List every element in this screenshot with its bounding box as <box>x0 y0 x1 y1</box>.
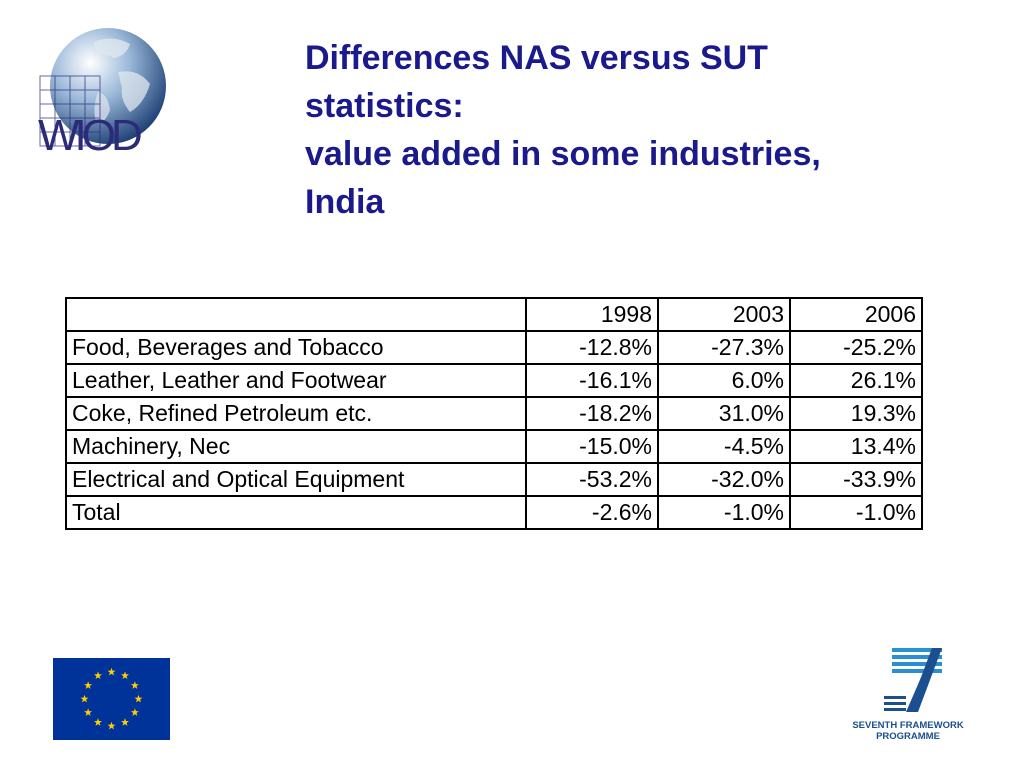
title-line-4: India <box>305 183 385 221</box>
industry-label: Coke, Refined Petroleum etc. <box>65 396 527 431</box>
table-row: Electrical and Optical Equipment -53.2% … <box>65 462 923 497</box>
page-title: Differences NAS versus SUT statistics: v… <box>305 34 945 226</box>
table-header-cell: 2006 <box>789 297 923 332</box>
industry-label: Total <box>65 495 527 530</box>
eu-star-icon <box>121 718 129 726</box>
table-row: Total -2.6% -1.0% -1.0% <box>65 495 923 530</box>
eu-star-icon <box>80 694 89 703</box>
table-cell: -32.0% <box>657 462 791 497</box>
table-header-cell: 2003 <box>657 297 791 332</box>
eu-star-icon <box>121 671 129 680</box>
table-row: Machinery, Nec -15.0% -4.5% 13.4% <box>65 429 923 464</box>
table-cell: 6.0% <box>657 363 791 398</box>
fp7-line-2: PROGRAMME <box>876 731 940 742</box>
industry-label: Leather, Leather and Footwear <box>65 363 527 398</box>
table-header-cell <box>65 297 527 332</box>
globe-icon: WIOD <box>38 28 166 160</box>
table-cell: -16.1% <box>525 363 659 398</box>
table-cell: -53.2% <box>525 462 659 497</box>
table-cell: -15.0% <box>525 429 659 464</box>
title-line-3: value added in some industries, <box>305 135 821 173</box>
fp7-logo: SEVENTH FRAMEWORK PROGRAMME <box>846 646 970 746</box>
table-header-row: 1998 2003 2006 <box>65 297 923 332</box>
fp7-logo-icon <box>884 648 942 712</box>
eu-star-icon <box>107 721 116 730</box>
table-cell: -18.2% <box>525 396 659 431</box>
title-line-1: Differences NAS versus SUT <box>305 39 768 77</box>
table-cell: -1.0% <box>789 495 923 530</box>
eu-star-icon <box>130 708 139 716</box>
industry-label: Electrical and Optical Equipment <box>65 462 527 497</box>
eu-star-icon <box>94 671 102 680</box>
table-row: Food, Beverages and Tobacco -12.8% -27.3… <box>65 330 923 365</box>
table-cell: -27.3% <box>657 330 791 365</box>
eu-star-icon <box>84 708 93 716</box>
table-cell: -33.9% <box>789 462 923 497</box>
table-cell: -1.0% <box>657 495 791 530</box>
industry-label: Machinery, Nec <box>65 429 527 464</box>
wiod-logo: WIOD <box>34 22 170 160</box>
fp7-line-1: SEVENTH FRAMEWORK <box>852 720 964 731</box>
industry-label: Food, Beverages and Tobacco <box>65 330 527 365</box>
table-cell: 19.3% <box>789 396 923 431</box>
table-cell: -2.6% <box>525 495 659 530</box>
eu-star-icon <box>134 694 143 703</box>
table-cell: 26.1% <box>789 363 923 398</box>
value-added-table: 1998 2003 2006 Food, Beverages and Tobac… <box>65 297 923 530</box>
table-cell: 31.0% <box>657 396 791 431</box>
eu-star-icon <box>107 667 116 676</box>
eu-star-icon <box>84 681 93 689</box>
table-row: Leather, Leather and Footwear -16.1% 6.0… <box>65 363 923 398</box>
table-cell: -4.5% <box>657 429 791 464</box>
eu-star-icon <box>130 681 139 689</box>
eu-star-icon <box>94 718 102 726</box>
eu-flag-icon <box>53 658 170 740</box>
table-row: Coke, Refined Petroleum etc. -18.2% 31.0… <box>65 396 923 431</box>
table-header-cell: 1998 <box>525 297 659 332</box>
table-cell: 13.4% <box>789 429 923 464</box>
eu-flag <box>53 658 170 740</box>
table-cell: -25.2% <box>789 330 923 365</box>
title-line-2: statistics: <box>305 87 464 125</box>
table-cell: -12.8% <box>525 330 659 365</box>
wiod-logo-text: WIOD <box>38 111 141 158</box>
